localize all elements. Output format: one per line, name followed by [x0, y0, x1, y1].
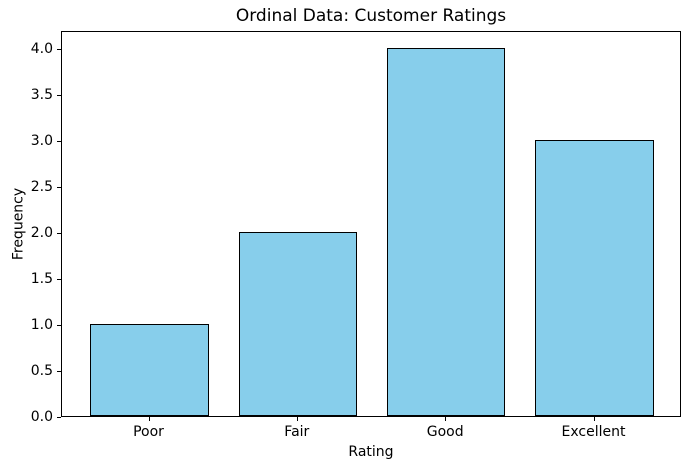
y-tick-mark [57, 417, 61, 418]
bar-excellent [535, 140, 654, 416]
plot-area [61, 31, 681, 417]
x-tick-mark [296, 417, 298, 421]
y-tick-label: 1.0 [30, 317, 53, 334]
y-axis-label: Frequency [10, 187, 27, 261]
bar-fair [238, 232, 358, 416]
y-tick-mark [57, 49, 61, 51]
y-tick-mark [57, 95, 61, 97]
chart-title: Ordinal Data: Customer Ratings [235, 6, 507, 26]
x-tick-mark [593, 417, 595, 421]
y-tick-mark [57, 187, 61, 189]
y-tick-mark [57, 371, 61, 372]
y-tick-label: 4.0 [30, 41, 53, 58]
x-tick-label-excellent: Excellent [561, 424, 626, 440]
y-tick-label: 3.0 [30, 133, 53, 150]
x-tick-mark [148, 417, 150, 421]
x-tick-label-fair: Fair [284, 424, 310, 440]
x-tick-label-poor: Poor [133, 424, 164, 440]
x-tick-mark [445, 417, 447, 421]
y-tick-mark [57, 141, 61, 143]
y-tick-mark [57, 233, 61, 235]
x-tick-label-good: Good [426, 424, 464, 440]
y-tick-label: 1.5 [30, 271, 53, 288]
y-tick-label: 3.5 [30, 87, 53, 104]
y-tick-label: 2.0 [30, 225, 53, 242]
y-tick-mark [57, 325, 61, 327]
y-tick-label: 2.5 [30, 179, 53, 196]
bar-poor [90, 324, 209, 416]
x-axis-label: Rating [348, 444, 394, 460]
y-tick-label: 0.5 [30, 363, 53, 379]
y-tick-label: 0.0 [30, 409, 53, 425]
y-tick-mark [57, 279, 61, 281]
bar-good [386, 48, 506, 416]
